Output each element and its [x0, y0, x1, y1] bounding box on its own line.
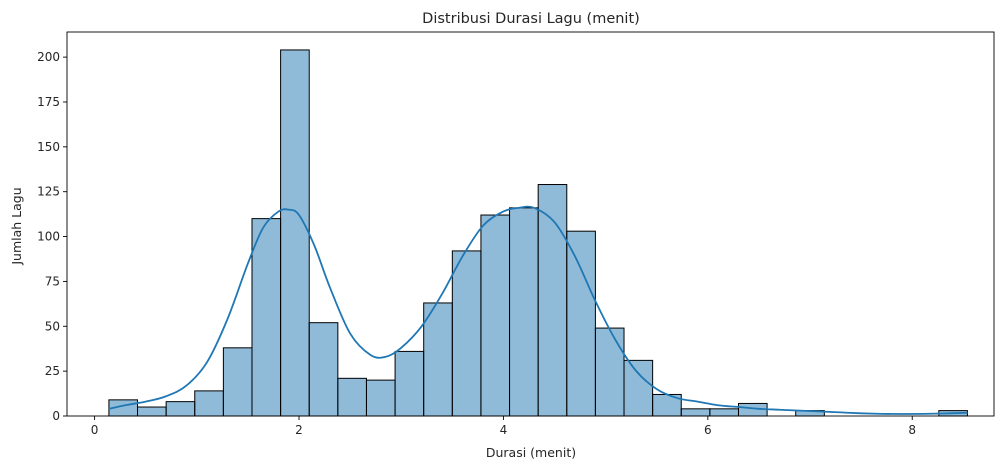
x-tick-label: 0	[91, 423, 99, 437]
y-tick-label: 100	[37, 230, 60, 244]
histogram-bar	[594, 327, 625, 417]
x-tick-label: 6	[704, 423, 712, 437]
histogram-bar	[537, 184, 568, 417]
histogram-bar	[394, 350, 425, 417]
histogram-bar	[709, 408, 739, 417]
histogram-bar	[337, 377, 367, 417]
histogram-bar	[165, 401, 196, 417]
histogram-bar	[451, 250, 482, 417]
histogram-bar	[509, 207, 539, 417]
histogram-bar	[423, 302, 453, 417]
histogram-bar	[280, 49, 310, 417]
histogram-bar	[680, 408, 711, 417]
y-tick-label: 175	[37, 95, 60, 109]
histogram-bar	[222, 347, 253, 417]
x-tick-label: 8	[908, 423, 916, 437]
y-tick-label: 200	[37, 50, 60, 64]
y-axis-label: Jumlah Lagu	[9, 187, 24, 265]
plot-frame	[66, 31, 995, 417]
chart-title: Distribusi Durasi Lagu (menit)	[422, 11, 640, 27]
histogram-bar	[308, 322, 339, 417]
x-axis-label: Durasi (menit)	[486, 445, 576, 460]
y-tick-label: 125	[37, 185, 60, 199]
y-tick-label: 150	[37, 140, 60, 154]
x-tick-label: 4	[500, 423, 508, 437]
y-tick-label: 75	[45, 274, 60, 288]
y-tick-label: 50	[45, 319, 60, 333]
histogram-bar	[365, 379, 396, 417]
histogram-bar	[251, 218, 282, 417]
y-axis-ticks: 0 25 50 75 100 125 150 175 200	[37, 50, 67, 423]
y-tick-label: 0	[52, 409, 60, 423]
histogram-bar	[194, 390, 224, 417]
histogram-bars	[108, 49, 968, 417]
histogram-bar	[137, 406, 167, 417]
kde-curve	[108, 205, 968, 415]
histogram-bar	[480, 214, 511, 417]
x-tick-label: 2	[295, 423, 303, 437]
histogram-bar	[623, 359, 654, 417]
x-axis-ticks: 0 2 4 6 8	[91, 416, 916, 437]
histogram-bar	[566, 230, 596, 417]
y-tick-label: 25	[45, 364, 60, 378]
